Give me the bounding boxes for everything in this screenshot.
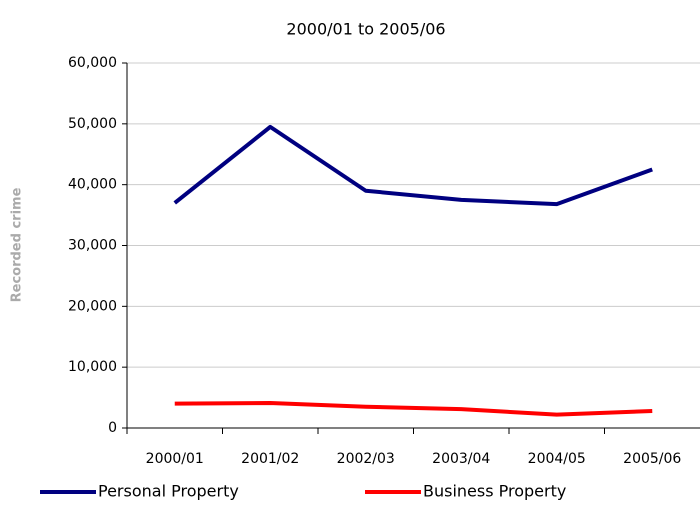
series-line	[174, 401, 653, 417]
legend-label: Business Property	[423, 482, 566, 501]
x-tick-label: 2004/05	[528, 451, 586, 467]
x-tick-label: 2001/02	[241, 451, 299, 467]
y-tick-label: 30,000	[68, 238, 117, 254]
y-tick-label: 40,000	[68, 177, 117, 193]
y-tick-label: 10,000	[68, 359, 117, 375]
chart-title: 2000/01 to 2005/06	[286, 20, 445, 39]
y-tick-label: 60,000	[68, 55, 117, 71]
y-tick-label: 50,000	[68, 116, 117, 132]
y-axis-label: Recorded crime	[10, 187, 25, 302]
x-tick-label: 2003/04	[432, 451, 490, 467]
series-line	[173, 124, 653, 207]
legend-label: Personal Property	[98, 482, 239, 501]
y-tick-label: 0	[108, 420, 117, 436]
x-tick-label: 2002/03	[337, 451, 395, 467]
x-tick-label: 2000/01	[146, 451, 204, 467]
y-tick-label: 20,000	[68, 298, 117, 314]
x-tick-label: 2005/06	[623, 451, 681, 467]
